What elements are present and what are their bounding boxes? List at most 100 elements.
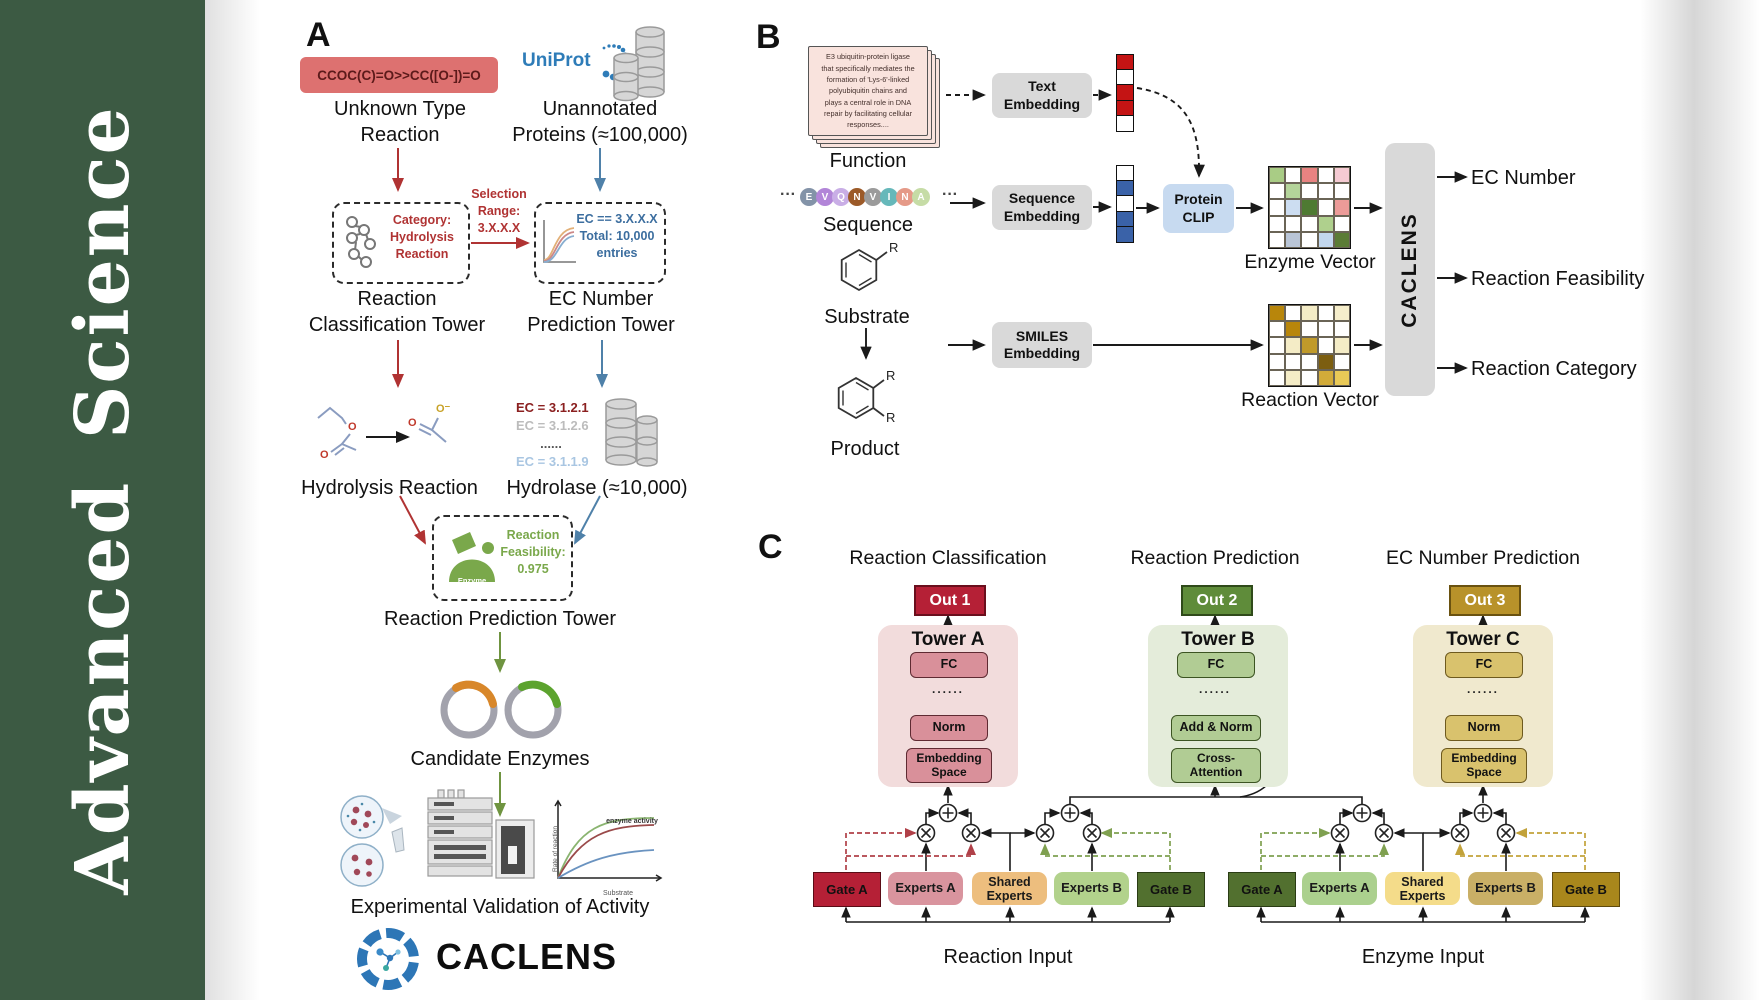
caclens-module-bar: CACLENS bbox=[1385, 143, 1435, 396]
kinetics-xlabel: Substrate bbox=[603, 890, 633, 897]
reaction-category-box bbox=[332, 202, 470, 284]
matrix-cell bbox=[1285, 183, 1302, 200]
matrix-cell bbox=[1317, 321, 1334, 338]
moe1-shared-experts: Shared Experts bbox=[972, 872, 1047, 905]
atom-o: O bbox=[320, 449, 329, 461]
output-reaction-category: Reaction Category bbox=[1471, 358, 1637, 380]
ec-result-list: EC = 3.1.2.1 EC = 3.1.2.6 ...... EC = 3.… bbox=[516, 399, 606, 471]
smiles-reaction-box: CCOC(C)=O>>CC([O-])=O bbox=[300, 57, 498, 93]
database-icon-hydrolase bbox=[605, 398, 658, 467]
enzyme-blob-icon bbox=[449, 532, 495, 582]
tower-a-fc: FC bbox=[910, 652, 988, 678]
enzyme-input-label: Enzyme Input bbox=[1361, 946, 1485, 968]
feasibility-text: Reaction Feasibility: 0.975 bbox=[500, 528, 566, 576]
enzyme-blob-label: Enzyme bbox=[457, 576, 487, 585]
matrix-cell bbox=[1317, 183, 1334, 200]
matrix-cell bbox=[1269, 183, 1286, 200]
matrix-cell bbox=[1285, 215, 1302, 232]
sequence-embedding-vector bbox=[1116, 165, 1134, 243]
residue-circle: N bbox=[896, 188, 914, 206]
hydrolase-label: Hydrolase (≈10,000) bbox=[506, 477, 688, 499]
unknown-type-label: Unknown Type Reaction bbox=[334, 98, 466, 146]
tower-b-add-norm: Add & Norm bbox=[1171, 715, 1261, 741]
matrix-cell bbox=[1317, 199, 1334, 216]
matrix-cell bbox=[1317, 369, 1334, 386]
tower-c-title: Tower C bbox=[1446, 629, 1520, 650]
moe1-experts-b: Experts B bbox=[1054, 872, 1129, 905]
matrix-cell bbox=[1285, 321, 1302, 338]
tower-a-dots: ...... bbox=[931, 682, 964, 696]
protein-clip-box: Protein CLIP bbox=[1163, 184, 1234, 233]
molecule-scribble-icon bbox=[346, 216, 376, 268]
matrix-cell bbox=[1269, 321, 1286, 338]
tower-c-fc: FC bbox=[1445, 652, 1523, 678]
text-embedding-box: Text Embedding bbox=[992, 73, 1092, 118]
moe2-shared-experts: Shared Experts bbox=[1385, 872, 1460, 905]
candidate-enzymes-label: Candidate Enzymes bbox=[410, 748, 590, 770]
hplc-instrument-icon bbox=[427, 789, 535, 879]
residue-circle: Q bbox=[832, 188, 850, 206]
matrix-cell bbox=[1317, 231, 1334, 248]
smiles-string: CCOC(C)=O>>CC([O-])=O bbox=[317, 67, 481, 83]
ec-filter-text: EC == 3.X.X.X Total: 10,000 entries bbox=[576, 212, 658, 260]
matrix-cell bbox=[1301, 183, 1318, 200]
matrix-cell bbox=[1333, 167, 1350, 184]
matrix-cell bbox=[1301, 305, 1318, 322]
vector-cell bbox=[1116, 114, 1134, 132]
curves-plot-icon bbox=[543, 220, 576, 263]
enzyme-vector-label: Enzyme Vector bbox=[1244, 251, 1376, 273]
product-structure: R R bbox=[837, 368, 895, 425]
moe2-experts-a: Experts A bbox=[1302, 872, 1377, 905]
matrix-cell bbox=[1269, 353, 1286, 370]
journal-sidebar: Advanced Science bbox=[0, 0, 205, 1000]
tower-c-norm: Norm bbox=[1445, 715, 1523, 741]
matrix-cell bbox=[1333, 337, 1350, 354]
function-card-front: E3 ubiquitin-protein ligase that specifi… bbox=[808, 46, 928, 136]
matrix-cell bbox=[1269, 337, 1286, 354]
matrix-cell bbox=[1285, 337, 1302, 354]
text-embedding-vector bbox=[1116, 54, 1134, 132]
matrix-cell bbox=[1301, 369, 1318, 386]
validation-label: Experimental Validation of Activity bbox=[350, 896, 650, 918]
feasibility-box bbox=[432, 515, 573, 601]
tower-c-dots: ...... bbox=[1466, 682, 1499, 696]
petri-dish-icon bbox=[340, 795, 405, 887]
matrix-cell bbox=[1333, 369, 1350, 386]
residue-circle: E bbox=[800, 188, 818, 206]
matrix-cell bbox=[1269, 167, 1286, 184]
matrix-cell bbox=[1269, 199, 1286, 216]
kinetics-ylabel: Rate of reaction bbox=[552, 826, 559, 872]
matrix-cell bbox=[1269, 215, 1286, 232]
matrix-cell bbox=[1285, 199, 1302, 216]
atom-o: O bbox=[408, 417, 417, 429]
matrix-cell bbox=[1317, 305, 1334, 322]
sequence-ellipsis-left: ··· bbox=[780, 186, 796, 203]
matrix-cell bbox=[1301, 215, 1318, 232]
mixer-nodes bbox=[916, 803, 1516, 843]
substrate-label: Substrate bbox=[824, 306, 910, 328]
reaction-vector-matrix bbox=[1268, 304, 1351, 387]
matrix-cell bbox=[1269, 369, 1286, 386]
panel-b-label: B bbox=[756, 18, 781, 56]
selection-range-text: Selection Range: 3.X.X.X bbox=[471, 187, 527, 235]
panel-a-label: A bbox=[306, 16, 331, 54]
atom-o: O bbox=[348, 421, 357, 433]
output-reaction-feasibility: Reaction Feasibility bbox=[1471, 268, 1645, 290]
sequence-label: Sequence bbox=[822, 214, 914, 236]
atom-o-minus: O⁻ bbox=[436, 403, 451, 415]
enzyme-vector-matrix bbox=[1268, 166, 1351, 249]
matrix-cell bbox=[1301, 167, 1318, 184]
matrix-cell bbox=[1285, 167, 1302, 184]
function-label: Function bbox=[829, 150, 907, 172]
caclens-wordmark: CACLENS bbox=[436, 936, 618, 977]
ec-item-top: EC = 3.1.2.1 bbox=[516, 400, 589, 415]
ec-filter-box bbox=[534, 202, 666, 284]
sequence-ellipsis-right: ··· bbox=[942, 186, 958, 203]
vector-cell bbox=[1116, 225, 1134, 243]
reaction-input-label: Reaction Input bbox=[943, 946, 1073, 968]
substituent-r: R bbox=[886, 410, 895, 425]
matrix-cell bbox=[1333, 215, 1350, 232]
